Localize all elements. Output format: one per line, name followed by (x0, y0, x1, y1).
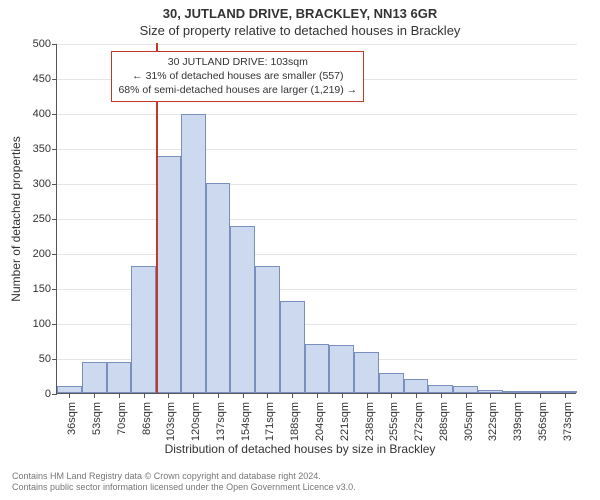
xtick-mark (342, 393, 343, 398)
histogram-bar (329, 345, 354, 393)
chart-subtitle: Size of property relative to detached ho… (0, 23, 600, 38)
xtick-mark (144, 393, 145, 398)
info-line3: 68% of semi-detached houses are larger (… (118, 83, 357, 97)
ytick-label: 50 (11, 353, 51, 365)
histogram-bar (57, 386, 82, 393)
ytick-label: 150 (11, 283, 51, 295)
xtick-mark (317, 393, 318, 398)
ytick-mark (52, 219, 57, 220)
histogram-bar (379, 373, 404, 393)
histogram-bar (206, 183, 231, 393)
chart-container: Number of detached properties 0501001502… (56, 44, 576, 394)
histogram-bar (354, 352, 379, 393)
xtick-mark (441, 393, 442, 398)
ytick-mark (52, 184, 57, 185)
footer-line2: Contains public sector information licen… (12, 482, 356, 494)
xtick-mark (94, 393, 95, 398)
ytick-mark (52, 114, 57, 115)
ytick-mark (52, 324, 57, 325)
xtick-mark (367, 393, 368, 398)
histogram-bar (255, 266, 280, 393)
histogram-bar (230, 226, 255, 393)
ytick-label: 500 (11, 38, 51, 50)
histogram-bar (131, 266, 156, 393)
ytick-label: 400 (11, 108, 51, 120)
histogram-bar (82, 362, 107, 394)
histogram-bar (428, 385, 453, 393)
xtick-mark (416, 393, 417, 398)
xtick-mark (490, 393, 491, 398)
xtick-mark (119, 393, 120, 398)
ytick-label: 250 (11, 213, 51, 225)
plot-area: 05010015020025030035040045050036sqm53sqm… (56, 44, 576, 394)
ytick-label: 200 (11, 248, 51, 260)
xtick-mark (193, 393, 194, 398)
xtick-mark (218, 393, 219, 398)
xtick-mark (69, 393, 70, 398)
ytick-label: 450 (11, 73, 51, 85)
histogram-bar (280, 301, 305, 393)
gridline (57, 114, 577, 115)
gridline (57, 44, 577, 45)
histogram-bar (305, 344, 330, 393)
info-line1: 30 JUTLAND DRIVE: 103sqm (118, 55, 357, 69)
xtick-mark (391, 393, 392, 398)
xtick-mark (540, 393, 541, 398)
ytick-mark (52, 359, 57, 360)
property-info-box: 30 JUTLAND DRIVE: 103sqm← 31% of detache… (111, 51, 364, 102)
ytick-label: 0 (11, 388, 51, 400)
footer-line1: Contains HM Land Registry data © Crown c… (12, 471, 356, 483)
gridline (57, 184, 577, 185)
ytick-label: 300 (11, 178, 51, 190)
ytick-mark (52, 79, 57, 80)
xtick-mark (515, 393, 516, 398)
histogram-bar (181, 114, 206, 393)
xtick-mark (565, 393, 566, 398)
x-axis-label: Distribution of detached houses by size … (0, 442, 600, 456)
footer-attribution: Contains HM Land Registry data © Crown c… (12, 471, 356, 494)
gridline (57, 219, 577, 220)
xtick-mark (292, 393, 293, 398)
xtick-mark (466, 393, 467, 398)
xtick-mark (243, 393, 244, 398)
info-line2: ← 31% of detached houses are smaller (55… (118, 69, 357, 83)
xtick-mark (267, 393, 268, 398)
ytick-mark (52, 44, 57, 45)
xtick-mark (168, 393, 169, 398)
address-title: 30, JUTLAND DRIVE, BRACKLEY, NN13 6GR (0, 6, 600, 21)
ytick-mark (52, 394, 57, 395)
ytick-mark (52, 149, 57, 150)
gridline (57, 149, 577, 150)
gridline (57, 254, 577, 255)
histogram-bar (404, 379, 429, 393)
histogram-bar (156, 156, 181, 393)
ytick-mark (52, 289, 57, 290)
histogram-bar (107, 362, 132, 394)
ytick-label: 350 (11, 143, 51, 155)
ytick-mark (52, 254, 57, 255)
ytick-label: 100 (11, 318, 51, 330)
histogram-bar (453, 386, 478, 393)
